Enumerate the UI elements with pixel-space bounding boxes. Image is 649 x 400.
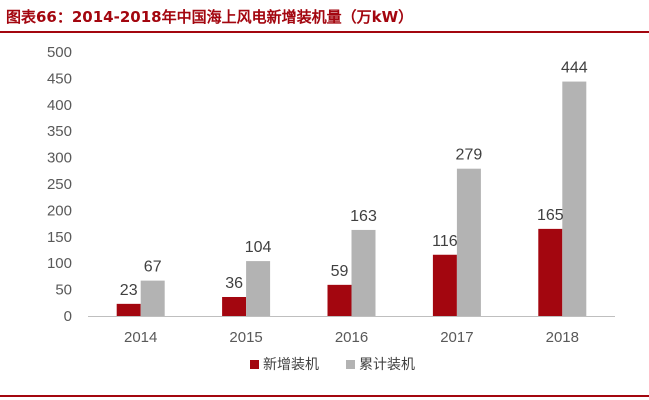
bar-cumulative <box>246 261 271 316</box>
x-tick-label: 2017 <box>440 329 473 346</box>
data-label: 165 <box>537 207 564 224</box>
chart-header: 图表66：2014-2018年中国海上风电新增装机量（万kW） <box>0 0 649 33</box>
bottom-divider <box>0 395 649 397</box>
x-tick-label: 2016 <box>335 329 368 346</box>
x-tick-label: 2015 <box>229 329 262 346</box>
y-tick-label: 150 <box>47 229 72 246</box>
data-label: 116 <box>432 233 458 250</box>
y-tick-label: 50 <box>55 282 72 299</box>
legend-label: 累计装机 <box>359 357 415 373</box>
x-tick-label: 2014 <box>124 329 157 346</box>
bar-new <box>116 303 141 316</box>
x-tick-label: 2018 <box>546 329 579 346</box>
bar-new <box>538 228 563 316</box>
data-label: 104 <box>245 239 272 256</box>
bars <box>116 81 587 317</box>
bar-new <box>222 296 247 316</box>
bar-cumulative <box>351 229 376 316</box>
data-label: 163 <box>350 208 377 225</box>
y-tick-label: 500 <box>47 44 72 61</box>
data-label: 23 <box>120 282 138 299</box>
data-label: 444 <box>561 60 588 77</box>
data-label: 279 <box>456 147 483 164</box>
data-labels: 23 67 36 104 59 163 116 279 165 444 <box>120 60 588 299</box>
data-label: 59 <box>331 263 349 280</box>
bar-new <box>327 284 352 316</box>
y-tick-label: 450 <box>47 70 72 87</box>
bar-cumulative <box>140 280 165 316</box>
y-tick-label: 300 <box>47 150 72 167</box>
legend-swatch <box>346 360 355 369</box>
y-tick-label: 200 <box>47 202 72 219</box>
y-tick-label: 350 <box>47 123 72 140</box>
bar-new <box>432 254 457 316</box>
bar-cumulative <box>456 168 481 316</box>
legend-label: 新增装机 <box>263 357 319 373</box>
y-axis: 0 50 100 150 200 250 300 350 400 450 500 <box>47 44 72 325</box>
y-tick-label: 250 <box>47 176 72 193</box>
data-label: 36 <box>225 275 243 292</box>
legend: 新增装机 累计装机 <box>250 357 415 373</box>
y-tick-label: 0 <box>64 308 72 325</box>
legend-swatch <box>250 360 259 369</box>
x-axis: 2014 2015 2016 2017 2018 <box>88 316 615 346</box>
chart-title: 图表66：2014-2018年中国海上风电新增装机量（万kW） <box>6 8 414 26</box>
title-divider <box>0 31 649 33</box>
y-tick-label: 400 <box>47 97 72 114</box>
y-tick-label: 100 <box>47 255 72 272</box>
data-label: 67 <box>144 259 162 276</box>
bar-cumulative <box>562 81 587 317</box>
